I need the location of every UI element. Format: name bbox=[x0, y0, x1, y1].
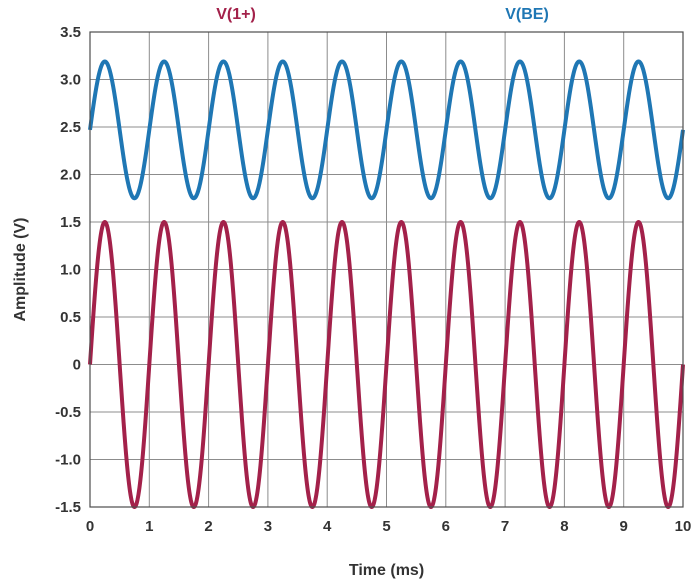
x-axis-ticks: 0 1 2 3 4 5 6 7 8 9 10 bbox=[86, 518, 692, 535]
y-tick-label: 2.5 bbox=[60, 119, 81, 136]
y-tick-label: -1.5 bbox=[55, 499, 81, 516]
y-tick-label: 0 bbox=[73, 357, 81, 374]
y-axis-label: Amplitude (V) bbox=[12, 218, 29, 322]
plot-frame bbox=[89, 31, 684, 508]
x-axis-label: Time (ms) bbox=[349, 562, 424, 579]
y-tick-label: 0.5 bbox=[60, 309, 81, 326]
x-tick-label: 5 bbox=[382, 518, 390, 535]
y-tick-label: 3.0 bbox=[60, 72, 81, 89]
y-tick-label: -1.0 bbox=[55, 452, 81, 469]
x-tick-label: 1 bbox=[145, 518, 153, 535]
y-tick-label: 3.5 bbox=[60, 24, 81, 41]
series-label-vbe: V(BE) bbox=[505, 6, 549, 23]
grid bbox=[89, 31, 684, 508]
x-tick-label: 6 bbox=[442, 518, 450, 535]
x-tick-label: 10 bbox=[675, 518, 692, 535]
x-tick-label: 0 bbox=[86, 518, 94, 535]
y-tick-label: 1.5 bbox=[60, 214, 81, 231]
y-tick-label: 2.0 bbox=[60, 167, 81, 184]
x-tick-label: 7 bbox=[501, 518, 509, 535]
x-tick-label: 3 bbox=[264, 518, 272, 535]
x-tick-label: 4 bbox=[323, 518, 332, 535]
y-axis-ticks: 3.5 3.0 2.5 2.0 1.5 1.0 0.5 0 -0.5 -1.0 -1.5 bbox=[55, 24, 81, 516]
series-group bbox=[88, 59, 685, 509]
series-line-1 bbox=[88, 59, 685, 201]
series-line-0 bbox=[88, 220, 685, 509]
series-label-v1plus: V(1+) bbox=[216, 6, 256, 23]
y-tick-label: -0.5 bbox=[55, 404, 81, 421]
y-tick-label: 1.0 bbox=[60, 262, 81, 279]
x-tick-label: 9 bbox=[620, 518, 628, 535]
x-tick-label: 2 bbox=[204, 518, 212, 535]
x-tick-label: 8 bbox=[560, 518, 568, 535]
